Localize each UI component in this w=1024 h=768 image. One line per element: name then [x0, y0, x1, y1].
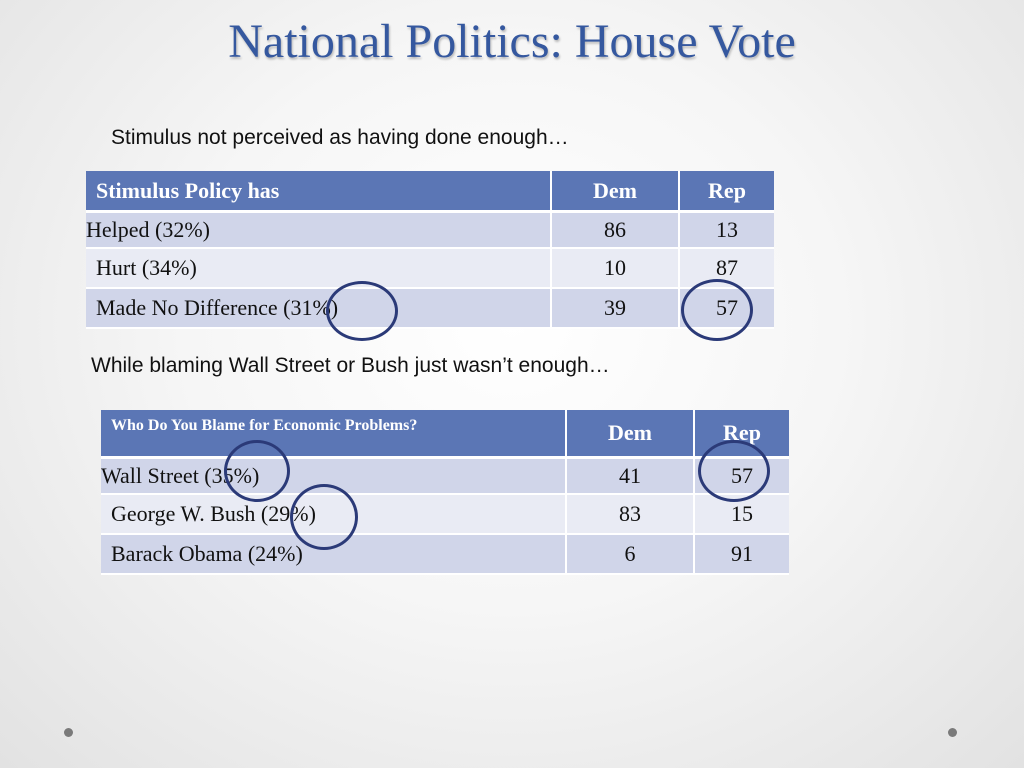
row-label: Helped (32%) [86, 211, 552, 249]
column-header-rep: Rep [679, 171, 774, 213]
decorative-dot [64, 728, 73, 737]
rep-value: 87 [679, 248, 774, 289]
row-label: Barack Obama (24%) [101, 534, 567, 575]
table-header-row: Who Do You Blame for Economic Problems? … [101, 410, 789, 459]
row-label: George W. Bush (29%) [101, 494, 567, 535]
rep-value: 57 [679, 288, 774, 329]
rep-value: 57 [694, 457, 789, 495]
rep-value: 13 [679, 211, 774, 249]
column-header-policy: Stimulus Policy has [86, 171, 552, 213]
dem-value: 10 [551, 248, 680, 289]
dem-value: 6 [566, 534, 695, 575]
rep-value: 15 [694, 494, 789, 535]
row-label: Hurt (34%) [86, 248, 552, 289]
caption-stimulus: Stimulus not perceived as having done en… [111, 126, 569, 149]
row-label: Made No Difference (31%) [86, 288, 552, 329]
table-row: Helped (32%) 86 13 [86, 211, 774, 249]
column-header-blame: Who Do You Blame for Economic Problems? [101, 410, 567, 459]
table-row: Barack Obama (24%) 6 91 [101, 534, 789, 575]
table-row: George W. Bush (29%) 83 15 [101, 494, 789, 535]
table-row: Made No Difference (31%) 39 57 [86, 288, 774, 329]
row-label: Wall Street (35%) [101, 457, 567, 495]
blame-table: Who Do You Blame for Economic Problems? … [101, 410, 789, 575]
slide-title: National Politics: House Vote [228, 15, 796, 68]
column-header-rep: Rep [694, 410, 789, 459]
rep-value: 91 [694, 534, 789, 575]
dem-value: 86 [551, 211, 680, 249]
stimulus-policy-table: Stimulus Policy has Dem Rep Helped (32%)… [86, 171, 774, 329]
dem-value: 41 [566, 457, 695, 495]
dem-value: 83 [566, 494, 695, 535]
table-row: Wall Street (35%) 41 57 [101, 457, 789, 495]
decorative-dot [948, 728, 957, 737]
table-header-row: Stimulus Policy has Dem Rep [86, 171, 774, 213]
dem-value: 39 [551, 288, 680, 329]
column-header-dem: Dem [551, 171, 680, 213]
caption-blame: While blaming Wall Street or Bush just w… [91, 354, 610, 377]
column-header-dem: Dem [566, 410, 695, 459]
table-row: Hurt (34%) 10 87 [86, 248, 774, 289]
